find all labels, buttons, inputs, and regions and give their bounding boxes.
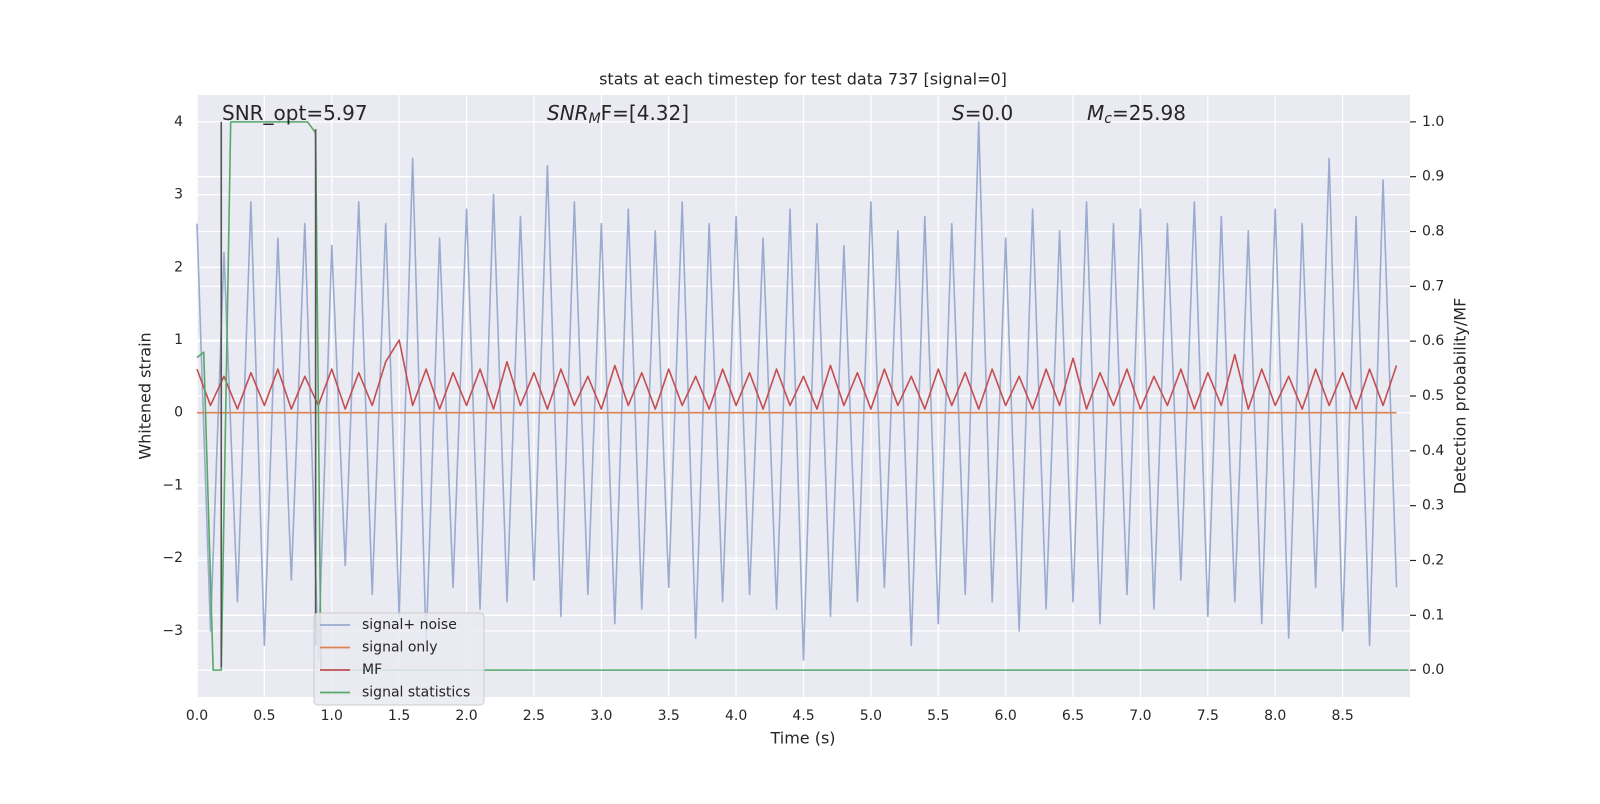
x-tick-label: 6.0	[995, 708, 1017, 724]
legend-box	[313, 612, 485, 706]
annotation-sub: c	[1104, 111, 1112, 127]
y2-axis-label: Detection probability/MF	[1451, 298, 1470, 495]
series-line	[196, 121, 1409, 671]
y2-tick-label: 1.0	[1422, 114, 1444, 130]
x-tick-label: 7.5	[1197, 708, 1219, 724]
x-tick-label: 5.5	[927, 708, 949, 724]
annotation: Mc=25.98	[1087, 101, 1186, 128]
legend-label: signal statistics	[362, 685, 470, 701]
x-tick-label: 4.0	[725, 708, 747, 724]
annotation-text: SNR_opt=5.97	[222, 101, 368, 125]
y2-tick-label: 0.1	[1422, 607, 1444, 623]
x-axis-label: Time (s)	[769, 729, 835, 748]
y-tick-label: −3	[162, 623, 183, 639]
annotation-tail: =25.98	[1112, 101, 1186, 125]
y2-tick-label: 0.7	[1422, 278, 1444, 294]
x-tick-label: 2.0	[455, 708, 477, 724]
x-tick-label: 6.5	[1062, 708, 1084, 724]
series-line	[196, 121, 1398, 661]
y2-tick-label: 0.6	[1422, 333, 1444, 349]
y-tick-label: 1	[174, 332, 183, 348]
y2-tick-label: 0.2	[1422, 552, 1444, 568]
y2-tick-label: 0.8	[1422, 224, 1444, 240]
y2-tick-label: 0.3	[1422, 498, 1444, 514]
x-tick-label: 8.0	[1264, 708, 1286, 724]
y-tick-label: −1	[162, 477, 183, 493]
x-tick-label: 0.0	[186, 708, 208, 724]
annotation-tail: F=[4.32]	[601, 101, 689, 125]
y-tick-label: 4	[174, 114, 183, 130]
annotation: SNRMF=[4.32]	[547, 101, 689, 128]
y-tick-label: −2	[162, 550, 183, 566]
x-tick-label: 2.5	[523, 708, 545, 724]
y2-tick-label: 0.4	[1422, 443, 1444, 459]
x-tick-label: 0.5	[253, 708, 275, 724]
annotation-tail: =0.0	[965, 101, 1014, 125]
legend-label: signal+ noise	[362, 617, 457, 633]
annotation-italic: SNR	[547, 101, 589, 125]
x-tick-label: 1.5	[388, 708, 410, 724]
y-tick-label: 2	[174, 259, 183, 275]
x-tick-label: 4.5	[792, 708, 814, 724]
x-tick-label: 5.0	[860, 708, 882, 724]
y-tick-label: 0	[174, 405, 183, 421]
y-tick-label: 3	[174, 187, 183, 203]
annotation: S=0.0	[952, 101, 1013, 125]
legend-label: signal only	[362, 640, 437, 656]
series-line	[196, 339, 1398, 410]
y2-tick-label: 0.5	[1422, 388, 1444, 404]
x-tick-label: 3.5	[658, 708, 680, 724]
annotation-italic: S	[952, 101, 965, 125]
x-tick-label: 1.0	[321, 708, 343, 724]
chart-title: stats at each timestep for test data 737…	[599, 70, 1007, 89]
x-tick-label: 3.0	[590, 708, 612, 724]
y2-tick-label: 0.0	[1422, 662, 1444, 678]
annotation: SNR_opt=5.97	[222, 101, 368, 125]
y-axis-label: Whitened strain	[136, 332, 155, 459]
annotation-sub: M	[589, 111, 601, 127]
annotation-italic: M	[1087, 101, 1104, 125]
legend-label: MF	[362, 662, 382, 678]
x-tick-label: 7.0	[1129, 708, 1151, 724]
y2-tick-label: 0.9	[1422, 169, 1444, 185]
x-tick-label: 8.5	[1331, 708, 1353, 724]
